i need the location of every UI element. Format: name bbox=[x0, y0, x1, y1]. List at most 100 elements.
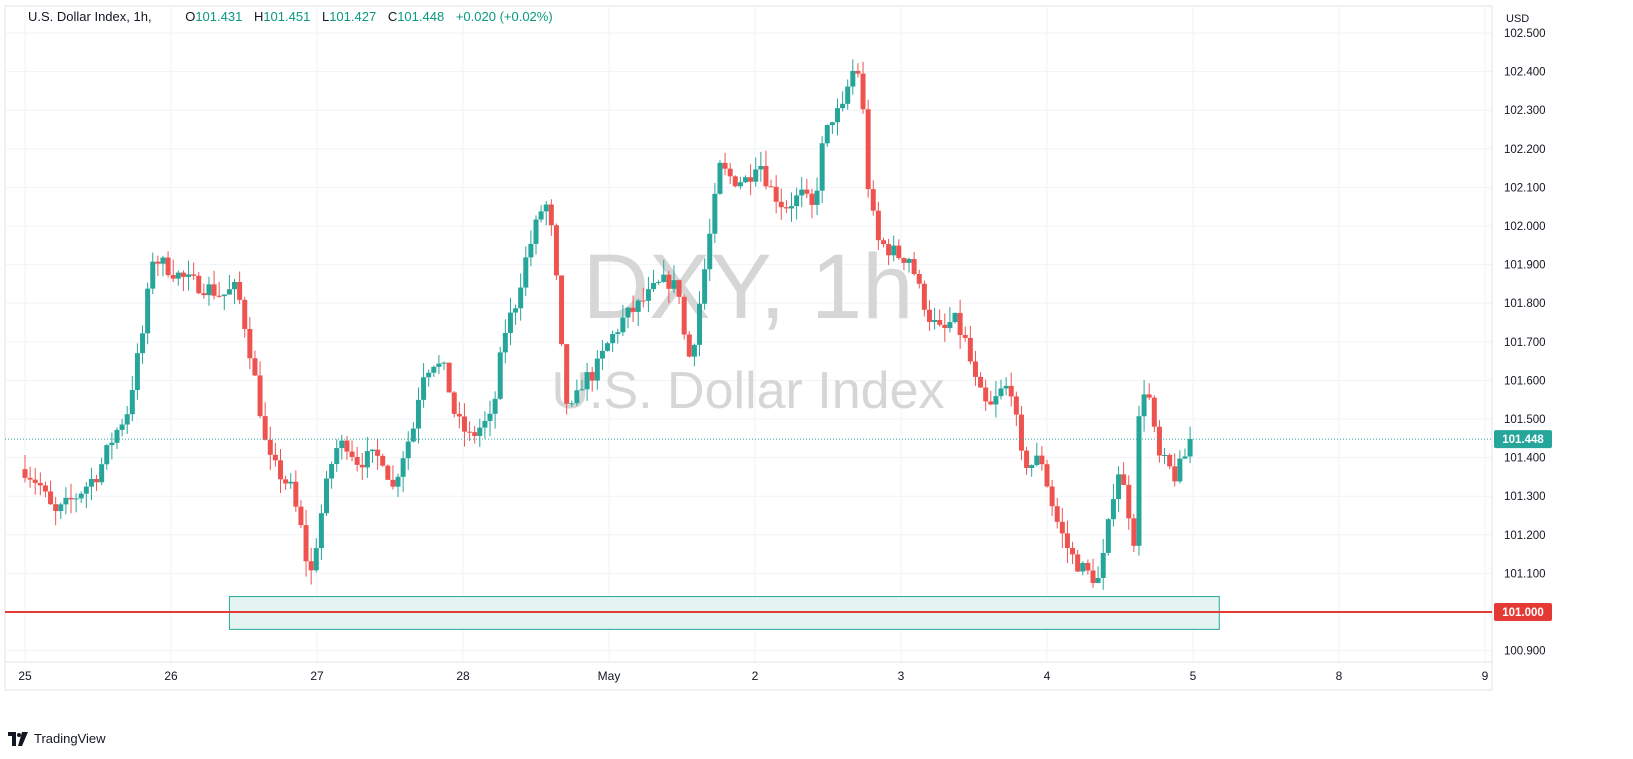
candle-body bbox=[1044, 464, 1050, 487]
candle-body bbox=[237, 281, 243, 300]
time-tick-label: 3 bbox=[898, 669, 905, 683]
price-tick-label: 101.800 bbox=[1504, 298, 1546, 310]
candle-body bbox=[119, 424, 125, 430]
candle-body bbox=[640, 300, 646, 302]
candle-body bbox=[288, 481, 294, 484]
candle-body bbox=[962, 335, 968, 338]
candle-body bbox=[211, 284, 217, 296]
candle-body bbox=[1085, 562, 1091, 571]
price-tick-label: 102.000 bbox=[1504, 221, 1546, 233]
candle-body bbox=[42, 485, 48, 492]
candle-body bbox=[242, 299, 248, 329]
candle-body bbox=[589, 372, 595, 381]
candle-body bbox=[1039, 455, 1045, 465]
candle-body bbox=[957, 312, 963, 336]
candle-body bbox=[1054, 506, 1060, 522]
candle-body bbox=[313, 548, 319, 571]
candle-body bbox=[446, 362, 452, 393]
candle-body bbox=[753, 169, 759, 182]
candle-body bbox=[564, 344, 570, 404]
candle-body bbox=[262, 416, 268, 440]
candle-body bbox=[78, 493, 84, 499]
price-tick-label: 101.900 bbox=[1504, 260, 1546, 272]
candle-body bbox=[523, 257, 529, 288]
open-value: 101.431 bbox=[195, 9, 243, 24]
candle-body bbox=[886, 244, 892, 256]
candle-body bbox=[196, 275, 202, 294]
candle-body bbox=[891, 245, 897, 256]
candle-body bbox=[1131, 518, 1137, 546]
candle-body bbox=[666, 274, 672, 289]
candle-body bbox=[748, 177, 754, 182]
candle-body bbox=[937, 320, 943, 325]
candle-body bbox=[124, 414, 130, 425]
price-tick-label: 102.100 bbox=[1504, 182, 1546, 194]
candle-body bbox=[436, 363, 442, 367]
candle-body bbox=[513, 308, 519, 313]
candle-body bbox=[1136, 416, 1142, 546]
price-tick-label: 100.900 bbox=[1504, 646, 1546, 658]
candle-body bbox=[569, 403, 575, 405]
candle-body bbox=[216, 295, 222, 297]
candle-body bbox=[318, 513, 324, 549]
candle-body bbox=[68, 497, 74, 500]
candle-body bbox=[829, 122, 835, 126]
candle-body bbox=[559, 275, 565, 345]
candle-body bbox=[875, 210, 881, 241]
candle-body bbox=[201, 293, 207, 296]
time-axis[interactable]: 25 26 27 28 May 2 3 4 5 8 9 bbox=[18, 669, 1488, 683]
candle-body bbox=[186, 274, 192, 277]
price-lines bbox=[5, 438, 1492, 613]
candle-body bbox=[431, 366, 437, 373]
candle-body bbox=[1162, 454, 1168, 456]
candle-body bbox=[635, 300, 641, 312]
candle-body bbox=[278, 460, 283, 480]
open-label: O bbox=[185, 9, 196, 24]
close-value: 101.448 bbox=[397, 9, 445, 24]
candle-body bbox=[574, 390, 580, 404]
candle-body bbox=[916, 273, 922, 284]
candle-body bbox=[671, 280, 677, 289]
candle-body bbox=[610, 334, 616, 344]
candle-body bbox=[1100, 552, 1106, 578]
candle-body bbox=[814, 190, 820, 205]
candle-body bbox=[707, 233, 713, 270]
candle-body bbox=[993, 396, 999, 405]
price-axis[interactable]: USD 102.500 102.400 102.300 102.200 102.100 10… bbox=[1494, 13, 1552, 658]
candle-body bbox=[257, 375, 263, 417]
candle-body bbox=[845, 86, 851, 104]
candle-body bbox=[487, 413, 493, 421]
candle-body bbox=[620, 317, 626, 333]
time-tick-label: 28 bbox=[456, 669, 470, 683]
candle-body bbox=[789, 206, 794, 209]
last-price-badge bbox=[1494, 430, 1552, 449]
candle-body bbox=[375, 449, 381, 456]
price-tick-label: 102.200 bbox=[1504, 144, 1546, 156]
candle-body bbox=[988, 401, 994, 405]
candle-body bbox=[334, 448, 340, 465]
candle-body bbox=[104, 445, 110, 465]
candle-body bbox=[395, 476, 401, 487]
candle-body bbox=[983, 387, 989, 402]
tradingview-branding[interactable]: TradingView bbox=[8, 731, 106, 746]
candle-body bbox=[1034, 455, 1040, 466]
candle-body bbox=[1105, 519, 1111, 553]
candle-body bbox=[37, 482, 43, 486]
low-value: 101.427 bbox=[329, 9, 377, 24]
candle-body bbox=[722, 162, 728, 169]
candle-body bbox=[834, 108, 840, 123]
price-tick-label: 101.100 bbox=[1504, 568, 1546, 580]
candle-body bbox=[170, 275, 176, 279]
time-tick-label: 5 bbox=[1190, 669, 1197, 683]
candle-body bbox=[482, 420, 488, 428]
candle-body bbox=[947, 322, 953, 329]
price-tick-label: 102.400 bbox=[1504, 67, 1546, 79]
candle-body bbox=[497, 352, 503, 399]
candle-body bbox=[22, 469, 28, 478]
candle-body bbox=[1013, 396, 1019, 415]
candle-body bbox=[1008, 385, 1014, 397]
candle-body bbox=[155, 261, 161, 264]
symbol-title: U.S. Dollar Index, 1h, bbox=[28, 9, 152, 24]
candle-body bbox=[94, 478, 100, 483]
